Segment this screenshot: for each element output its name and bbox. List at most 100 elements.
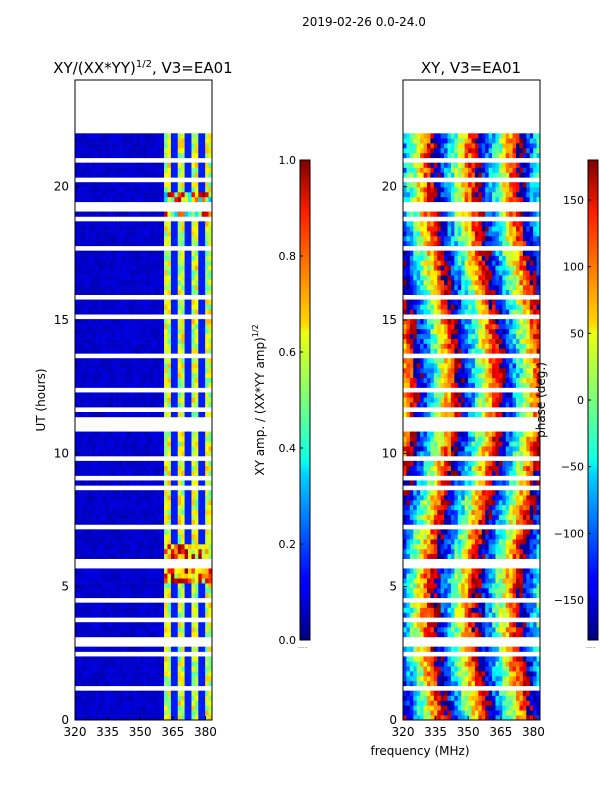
heatmap-cell — [157, 172, 162, 178]
heatmap-cell — [533, 700, 537, 706]
heatmap-cell — [188, 460, 192, 467]
heatmap-cell — [529, 602, 534, 608]
heatmap-cell — [191, 343, 196, 349]
heatmap-cell — [129, 431, 134, 437]
heatmap-cell — [164, 690, 168, 696]
heatmap-cell — [426, 534, 431, 540]
heatmap-cell — [126, 671, 131, 677]
heatmap-cell — [198, 182, 203, 188]
heatmap-cell — [85, 710, 90, 716]
heatmap-cell — [126, 377, 131, 383]
heatmap-cell — [478, 632, 483, 638]
heatmap-cell — [512, 676, 517, 682]
heatmap-cell — [112, 236, 117, 242]
heatmap-cell — [105, 192, 110, 198]
heatmap-cell — [191, 680, 196, 687]
heatmap-cell — [471, 578, 476, 584]
heatmap-cell — [184, 240, 189, 247]
heatmap-cell — [133, 666, 138, 672]
heatmap-cell — [88, 299, 93, 305]
heatmap-cell — [468, 661, 472, 667]
heatmap-cell — [536, 666, 540, 672]
heatmap-cell — [81, 265, 86, 271]
heatmap-cell — [109, 221, 114, 227]
heatmap-cell — [444, 695, 448, 701]
heatmap-cell — [522, 666, 527, 672]
heatmap-cell — [81, 568, 86, 574]
heatmap-cell — [122, 548, 127, 555]
heatmap-cell — [78, 182, 83, 188]
heatmap-cell — [177, 534, 182, 540]
heatmap-cell — [126, 319, 131, 325]
heatmap-cell — [81, 612, 86, 618]
heatmap-cell — [153, 333, 158, 339]
heatmap-cell — [81, 460, 86, 467]
heatmap-cell — [95, 348, 100, 354]
heatmap-cell — [105, 553, 110, 559]
heatmap-cell — [529, 607, 534, 613]
heatmap-cell — [133, 451, 138, 457]
heatmap-cell — [184, 211, 189, 217]
heatmap-cell — [116, 226, 120, 232]
heatmap-cell — [109, 270, 114, 276]
heatmap-cell — [95, 343, 100, 349]
heatmap-cell — [416, 578, 421, 584]
heatmap-cell — [184, 402, 189, 408]
heatmap-cell — [78, 622, 83, 628]
heatmap-cell — [153, 148, 158, 154]
heatmap-cell — [122, 568, 127, 574]
heatmap-cell — [88, 627, 93, 633]
heatmap-cell — [81, 196, 86, 203]
heatmap-cell — [81, 548, 86, 555]
heatmap-cell — [420, 602, 424, 608]
heatmap-cell — [146, 646, 151, 652]
heatmap-cell — [78, 309, 83, 315]
heatmap-cell — [92, 309, 96, 315]
heatmap-cell — [194, 196, 199, 203]
heatmap-cell — [516, 602, 520, 608]
heatmap-cell — [164, 544, 168, 550]
heatmap-cell — [92, 676, 96, 682]
heatmap-cell — [174, 377, 179, 383]
heatmap-cell — [205, 607, 209, 613]
heatmap-cell — [481, 548, 486, 555]
heatmap-cell — [95, 451, 100, 457]
heatmap-cell — [160, 544, 165, 550]
heatmap-cell — [505, 715, 510, 720]
heatmap-cell — [164, 260, 168, 266]
heatmap-cell — [85, 460, 90, 467]
heatmap-cell — [92, 666, 96, 672]
heatmap-cell — [512, 656, 517, 662]
heatmap-cell — [164, 436, 168, 442]
heatmap-cell — [78, 226, 83, 232]
heatmap-cell — [420, 666, 424, 672]
heatmap-cell — [474, 666, 479, 672]
heatmap-cell — [509, 588, 513, 594]
heatmap-cell — [167, 333, 172, 339]
heatmap-cell — [181, 661, 185, 667]
heatmap-cell — [420, 573, 424, 579]
heatmap-cell — [146, 319, 151, 325]
heatmap-cell — [208, 504, 212, 511]
heatmap-cell — [533, 632, 537, 638]
heatmap-cell — [81, 289, 86, 295]
heatmap-cell — [423, 661, 428, 667]
heatmap-cell — [157, 671, 162, 677]
heatmap-cell — [160, 231, 165, 237]
heatmap-cell — [126, 368, 131, 374]
heatmap-cell — [88, 167, 93, 173]
heatmap-cell — [150, 412, 155, 418]
heatmap-cell — [174, 231, 179, 237]
heatmap-cell — [406, 544, 411, 550]
heatmap-cell — [119, 372, 124, 379]
heatmap-cell — [406, 700, 411, 706]
heatmap-cell — [403, 656, 407, 662]
heatmap-cell — [526, 548, 531, 555]
heatmap-cell — [205, 578, 209, 584]
heatmap-cell — [174, 333, 179, 339]
heatmap-cell — [194, 480, 199, 486]
heatmap-cell — [102, 304, 107, 310]
heatmap-cell — [143, 676, 148, 682]
heatmap-cell — [167, 460, 172, 467]
heatmap-cell — [536, 578, 540, 584]
